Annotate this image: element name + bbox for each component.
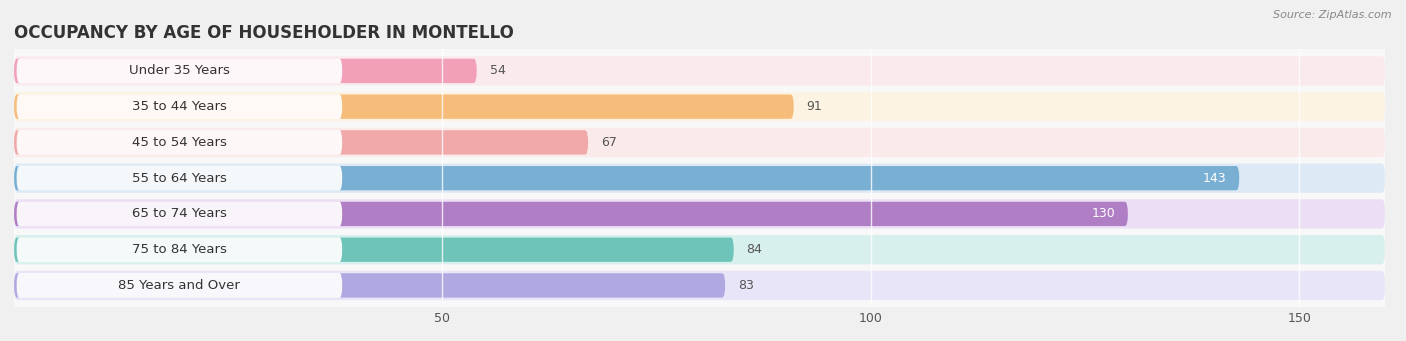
Text: Source: ZipAtlas.com: Source: ZipAtlas.com — [1274, 10, 1392, 20]
Text: 67: 67 — [600, 136, 617, 149]
Text: 75 to 84 Years: 75 to 84 Years — [132, 243, 226, 256]
Text: 54: 54 — [489, 64, 505, 77]
FancyBboxPatch shape — [14, 271, 1385, 300]
Text: 143: 143 — [1202, 172, 1226, 185]
FancyBboxPatch shape — [17, 58, 342, 83]
Text: OCCUPANCY BY AGE OF HOUSEHOLDER IN MONTELLO: OCCUPANCY BY AGE OF HOUSEHOLDER IN MONTE… — [14, 24, 515, 42]
FancyBboxPatch shape — [17, 202, 342, 226]
FancyBboxPatch shape — [14, 92, 1385, 121]
FancyBboxPatch shape — [14, 94, 794, 119]
FancyBboxPatch shape — [14, 273, 725, 298]
FancyBboxPatch shape — [17, 273, 342, 298]
FancyBboxPatch shape — [17, 166, 342, 191]
Text: 55 to 64 Years: 55 to 64 Years — [132, 172, 226, 185]
Text: 84: 84 — [747, 243, 762, 256]
Text: 45 to 54 Years: 45 to 54 Years — [132, 136, 226, 149]
Text: 85 Years and Over: 85 Years and Over — [118, 279, 240, 292]
FancyBboxPatch shape — [14, 238, 734, 262]
Text: 130: 130 — [1091, 207, 1115, 220]
FancyBboxPatch shape — [14, 164, 1385, 193]
FancyBboxPatch shape — [14, 166, 1239, 190]
FancyBboxPatch shape — [14, 199, 1385, 228]
Text: Under 35 Years: Under 35 Years — [129, 64, 229, 77]
Text: 35 to 44 Years: 35 to 44 Years — [132, 100, 226, 113]
FancyBboxPatch shape — [14, 59, 477, 83]
FancyBboxPatch shape — [14, 56, 1385, 86]
Text: 83: 83 — [738, 279, 754, 292]
FancyBboxPatch shape — [14, 202, 1128, 226]
FancyBboxPatch shape — [17, 94, 342, 119]
FancyBboxPatch shape — [17, 237, 342, 262]
Text: 91: 91 — [807, 100, 823, 113]
Text: 65 to 74 Years: 65 to 74 Years — [132, 207, 226, 220]
FancyBboxPatch shape — [14, 235, 1385, 264]
FancyBboxPatch shape — [14, 128, 1385, 157]
FancyBboxPatch shape — [14, 130, 588, 154]
FancyBboxPatch shape — [17, 130, 342, 155]
